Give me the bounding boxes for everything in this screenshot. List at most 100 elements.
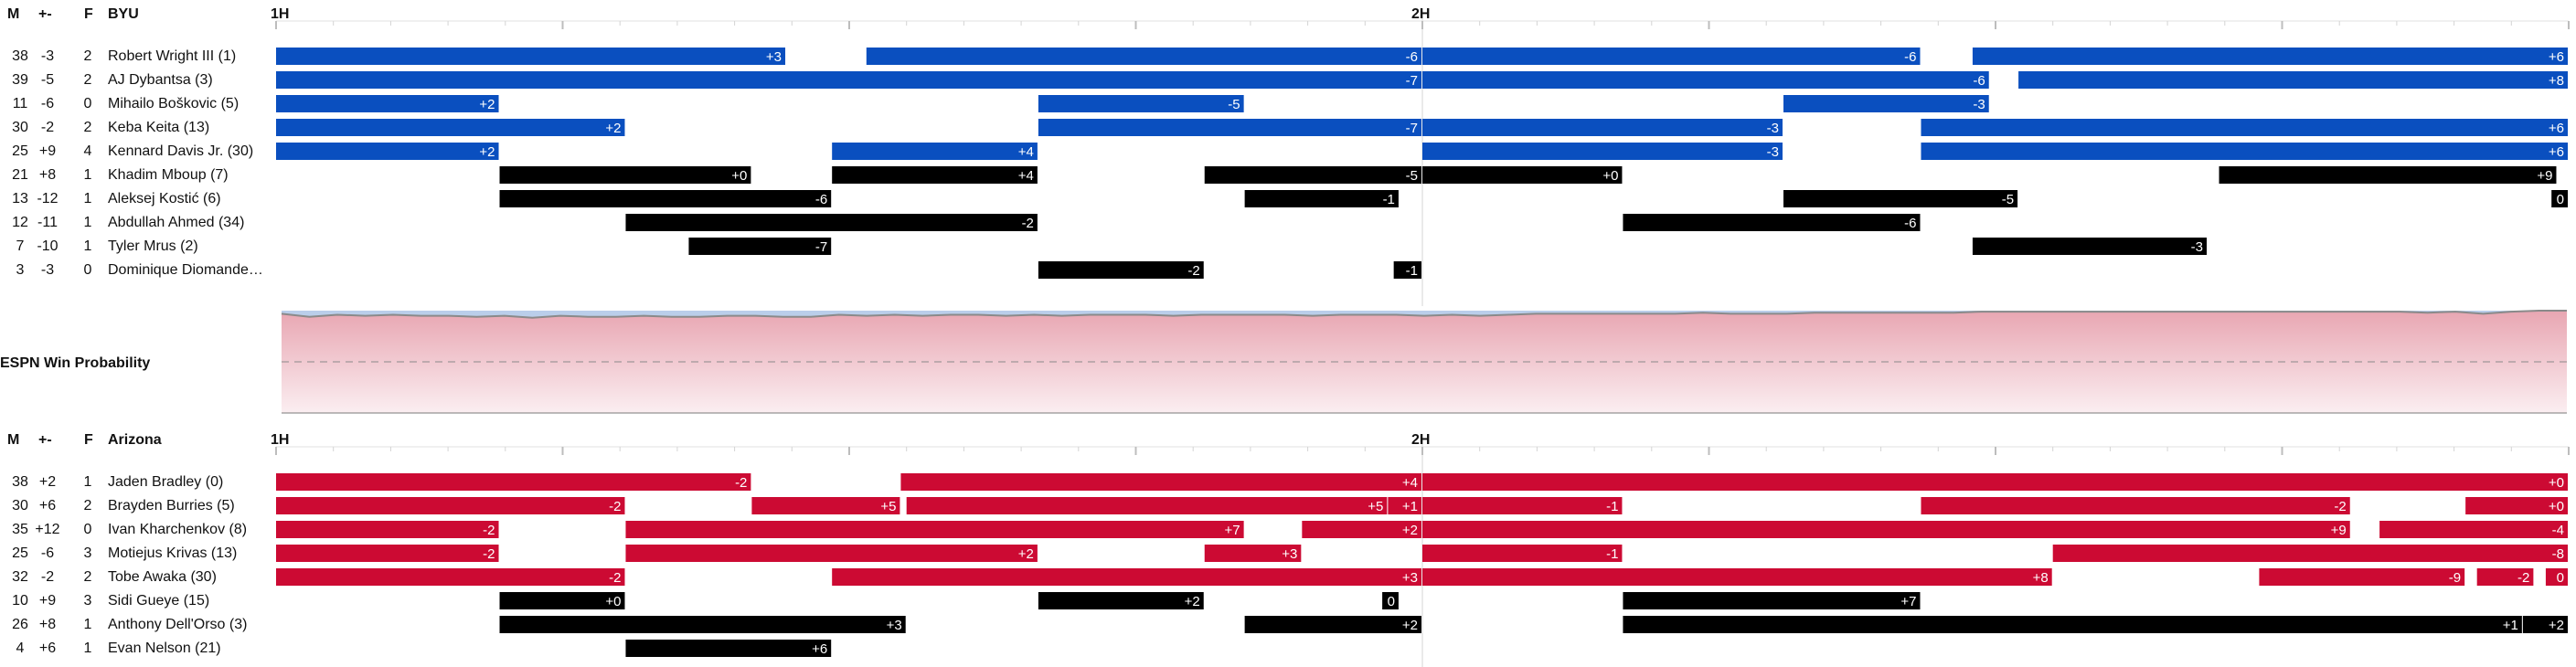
stint-bar bbox=[1204, 545, 1302, 562]
stint-label: +8 bbox=[2033, 570, 2049, 586]
stint-bar bbox=[625, 640, 832, 657]
column-header-plus-minus: +- bbox=[38, 432, 52, 448]
stint-label: +8 bbox=[2549, 73, 2564, 89]
stint-bar bbox=[688, 238, 832, 255]
stint-bar bbox=[276, 545, 499, 562]
player-fouls: 2 bbox=[84, 569, 92, 585]
player-name: Motiejus Krivas (13) bbox=[108, 545, 237, 561]
stint-bar bbox=[2476, 568, 2534, 586]
player-minutes: 30 bbox=[12, 120, 28, 135]
stint-bar bbox=[276, 48, 786, 65]
player-minutes: 13 bbox=[12, 191, 28, 206]
stint-label: 0 bbox=[2557, 192, 2564, 207]
stint-label: +2 bbox=[1018, 546, 1034, 562]
stint-bar bbox=[1422, 71, 1989, 89]
stint-label: +2 bbox=[479, 144, 495, 160]
stint-label: 0 bbox=[1388, 594, 1395, 609]
stint-label: +7 bbox=[1900, 594, 1916, 609]
wp-label: ESPN Win Probability bbox=[0, 355, 150, 371]
stint-bar bbox=[1204, 166, 1421, 184]
stint-label: +4 bbox=[1018, 168, 1034, 184]
stint-bar bbox=[499, 190, 832, 207]
player-minutes: 12 bbox=[12, 215, 28, 230]
stint-bar bbox=[2259, 568, 2465, 586]
player-name: AJ Dybantsa (3) bbox=[108, 72, 213, 88]
player-name: Jaden Bradley (0) bbox=[108, 474, 223, 490]
player-name: Brayden Burries (5) bbox=[108, 498, 235, 513]
stint-label: -6 bbox=[1904, 216, 1916, 231]
player-minutes: 25 bbox=[12, 545, 28, 561]
stint-bar bbox=[1388, 497, 1421, 514]
stint-label: +1 bbox=[2503, 618, 2518, 633]
stint-label: -6 bbox=[815, 192, 827, 207]
stint-bar bbox=[1972, 48, 2568, 65]
player-plus-minus: -2 bbox=[41, 120, 54, 135]
stint-bar bbox=[1921, 143, 2568, 160]
stint-bar bbox=[1244, 616, 1421, 633]
player-plus-minus: -5 bbox=[41, 72, 54, 88]
stint-label: +4 bbox=[1402, 475, 1418, 491]
player-name: Mihailo Boškovic (5) bbox=[108, 96, 239, 111]
player-plus-minus: +12 bbox=[35, 522, 59, 537]
stint-bar bbox=[1921, 119, 2568, 136]
stint-label: +6 bbox=[812, 641, 827, 657]
stint-label: +9 bbox=[2331, 523, 2347, 538]
stint-label: -5 bbox=[1228, 97, 1240, 112]
player-name: Keba Keita (13) bbox=[108, 120, 209, 135]
player-fouls: 1 bbox=[84, 167, 92, 183]
stint-bar bbox=[1422, 119, 1783, 136]
stint-bar bbox=[276, 95, 499, 112]
player-fouls: 0 bbox=[84, 522, 92, 537]
stint-bar bbox=[1038, 261, 1204, 279]
player-fouls: 2 bbox=[84, 120, 92, 135]
stint-bar bbox=[1921, 497, 2350, 514]
stint-label: -2 bbox=[609, 570, 621, 586]
player-plus-minus: +9 bbox=[39, 593, 56, 609]
stint-label: -6 bbox=[1973, 73, 1985, 89]
period-label-1h: 1H bbox=[271, 432, 289, 448]
stint-label: +6 bbox=[2549, 144, 2564, 160]
stint-label: -2 bbox=[1187, 263, 1199, 279]
player-fouls: 3 bbox=[84, 593, 92, 609]
period-label-2h: 2H bbox=[1411, 432, 1430, 448]
stint-label: +3 bbox=[1282, 546, 1297, 562]
stint-label: -9 bbox=[2449, 570, 2461, 586]
stint-bar bbox=[276, 71, 1421, 89]
team-name: Arizona bbox=[108, 432, 162, 448]
stint-label: +2 bbox=[479, 97, 495, 112]
stint-bar bbox=[1783, 95, 1989, 112]
stint-bar bbox=[1422, 521, 2350, 538]
stint-label: -3 bbox=[1767, 144, 1779, 160]
stint-bar bbox=[276, 473, 751, 491]
player-fouls: 2 bbox=[84, 48, 92, 64]
stint-bar bbox=[1038, 119, 1421, 136]
player-plus-minus: -3 bbox=[41, 48, 54, 64]
player-plus-minus: +2 bbox=[39, 474, 56, 490]
stint-bar bbox=[499, 166, 751, 184]
stint-label: -1 bbox=[1606, 546, 1618, 562]
column-header-fouls: F bbox=[84, 432, 93, 448]
period-label-2h: 2H bbox=[1411, 6, 1430, 22]
stint-bar bbox=[276, 143, 499, 160]
stint-bar bbox=[2545, 568, 2568, 586]
stint-label: +0 bbox=[2549, 475, 2564, 491]
stint-label: -2 bbox=[483, 523, 495, 538]
player-fouls: 4 bbox=[84, 143, 92, 159]
stint-bar bbox=[2219, 166, 2557, 184]
stint-label: +0 bbox=[605, 594, 621, 609]
stint-label: -3 bbox=[2191, 239, 2203, 255]
stint-label: -7 bbox=[815, 239, 827, 255]
stint-label: +3 bbox=[1402, 570, 1418, 586]
stint-label: -1 bbox=[1383, 192, 1395, 207]
stint-label: +2 bbox=[1402, 618, 1418, 633]
player-name: Abdullah Ahmed (34) bbox=[108, 215, 244, 230]
player-plus-minus: +9 bbox=[39, 143, 56, 159]
stint-bar bbox=[2551, 190, 2568, 207]
stint-bar bbox=[1038, 95, 1244, 112]
player-plus-minus: -12 bbox=[37, 191, 58, 206]
player-minutes: 21 bbox=[12, 167, 28, 183]
stint-bar bbox=[1422, 497, 1623, 514]
player-name: Anthony Dell'Orso (3) bbox=[108, 617, 247, 632]
player-name: Tyler Mrus (2) bbox=[108, 238, 198, 254]
stint-label: -3 bbox=[1767, 121, 1779, 136]
